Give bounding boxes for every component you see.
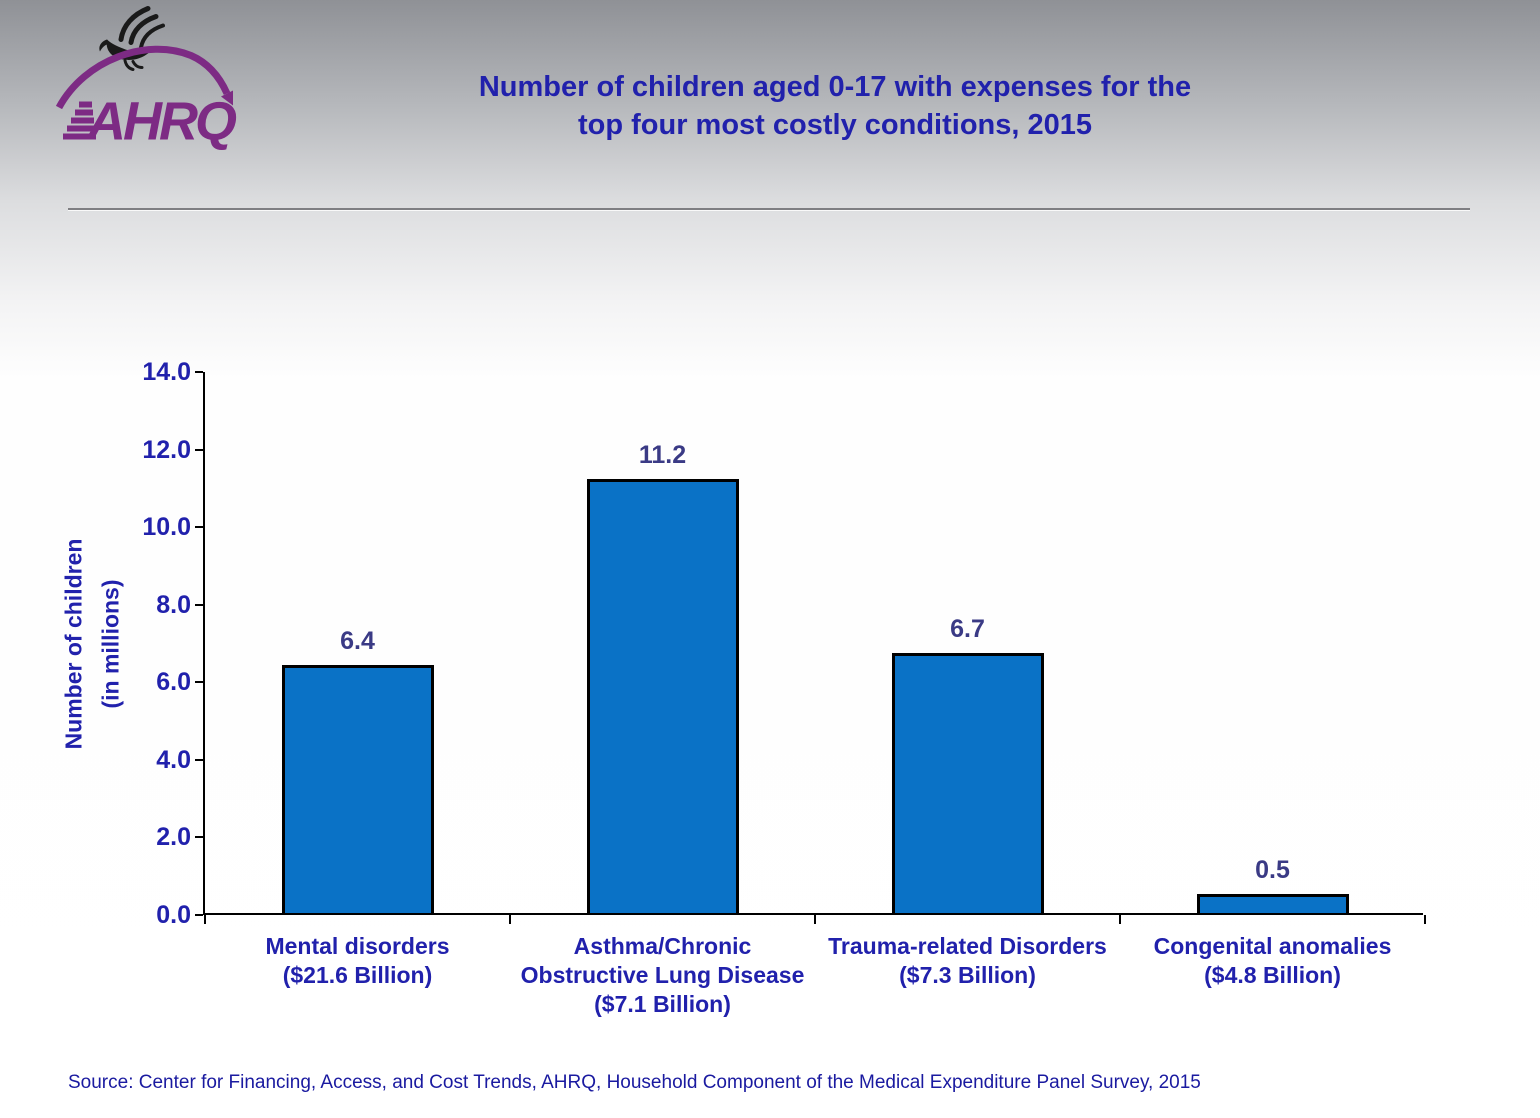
bar xyxy=(1196,893,1349,913)
ahrq-logo: AHRQ xyxy=(55,6,240,152)
y-axis-title-line-2: (in millions) xyxy=(97,578,124,709)
plot-area: 0.0 2.0 4.0 6.0 8.0 10.0 12.0 14.0 6.4 Mental dis… xyxy=(142,358,1426,1017)
category-label-line: Asthma/Chronic xyxy=(573,933,752,959)
value-label: 0.5 xyxy=(1255,855,1290,884)
source-note: Source: Center for Financing, Access, an… xyxy=(68,1072,1201,1093)
category-label: Congenital anomalies ($4.8 Billion) xyxy=(1120,932,1425,990)
x-axis-tick xyxy=(1119,915,1121,924)
category-label-line: Mental disorders xyxy=(265,933,450,959)
y-axis-tick-label: 0.0 xyxy=(156,901,191,929)
category-label-line: ($7.1 Billion) xyxy=(594,991,731,1017)
category-label: Trauma-related Disorders ($7.3 Billion) xyxy=(815,932,1120,990)
x-axis-tick xyxy=(204,915,206,924)
bar xyxy=(891,653,1044,913)
ahrq-stripes xyxy=(63,101,96,140)
category-label-line: ($4.8 Billion) xyxy=(1204,962,1341,988)
y-axis-tick xyxy=(195,371,203,373)
category-label: Mental disorders ($21.6 Billion) xyxy=(205,932,510,990)
y-axis-tick-label: 10.0 xyxy=(142,513,191,542)
y-axis-tick-label: 8.0 xyxy=(156,590,191,619)
ahrq-wordmark: AHRQ xyxy=(85,92,237,152)
value-label: 11.2 xyxy=(638,440,687,469)
y-axis-tick xyxy=(195,526,203,529)
y-axis-tick xyxy=(195,681,203,684)
header-divider xyxy=(68,208,1470,210)
chart-title: Number of children aged 0-17 with expens… xyxy=(320,68,1350,144)
y-axis-tick xyxy=(195,836,203,839)
category-label-line: ($21.6 Billion) xyxy=(282,962,433,988)
y-axis-tick xyxy=(195,914,203,916)
value-label: 6.4 xyxy=(340,626,375,655)
bar xyxy=(281,664,434,913)
y-axis-tick-label: 2.0 xyxy=(156,823,191,852)
chart-title-line-1: Number of children aged 0-17 with expens… xyxy=(478,71,1192,103)
y-axis-tick-label: 14.0 xyxy=(142,358,191,386)
category-label-line: Congenital anomalies xyxy=(1153,933,1392,959)
value-label: 6.7 xyxy=(950,615,985,644)
y-axis-tick-label: 6.0 xyxy=(156,668,191,697)
y-axis-tick xyxy=(195,603,203,606)
x-axis-tick xyxy=(1424,915,1426,924)
y-axis-tick xyxy=(195,758,203,761)
bar xyxy=(586,478,739,913)
x-axis-tick xyxy=(814,915,816,924)
y-axis-tick-label: 12.0 xyxy=(142,435,191,464)
category-label: Asthma/Chronic Obstructive Lung Disease ($… xyxy=(510,932,815,1019)
category-label-line: Trauma-related Disorders xyxy=(828,933,1107,959)
y-axis-tick xyxy=(195,448,203,451)
y-axis-title-line-1: Number of children xyxy=(60,538,87,749)
category-label-line: ($7.3 Billion) xyxy=(899,962,1036,988)
y-axis-title: Number of children (in millions) xyxy=(55,538,129,749)
category-label-line: Obstructive Lung Disease xyxy=(520,962,805,988)
y-axis-tick-label: 4.0 xyxy=(156,745,191,774)
chart-title-line-2: top four most costly conditions, 2015 xyxy=(577,109,1092,141)
x-axis-tick xyxy=(509,915,511,924)
ahrq-swoosh-arrow-icon xyxy=(55,45,233,110)
